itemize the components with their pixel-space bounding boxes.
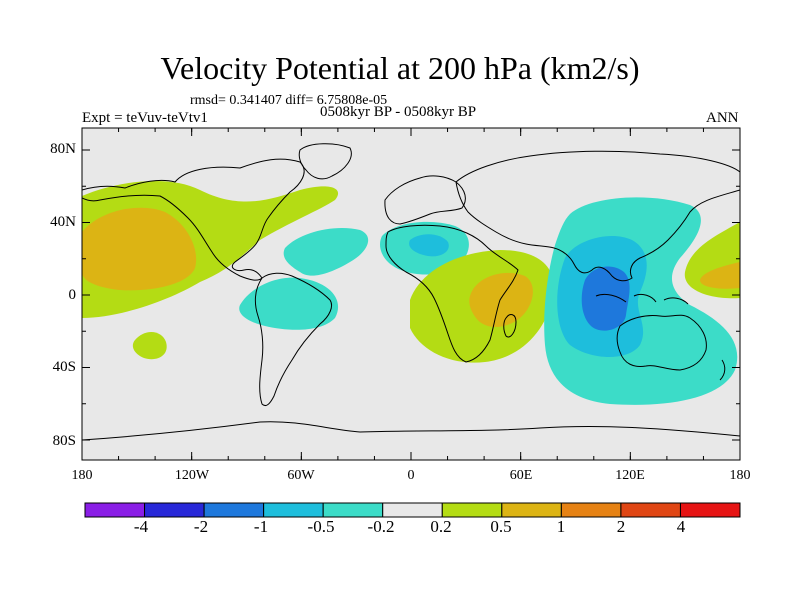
period-label: 0508kyr BP - 0508kyr BP <box>320 104 477 120</box>
season-label: ANN <box>706 110 739 126</box>
australia-coast <box>616 314 707 371</box>
south-america-coast <box>254 272 333 407</box>
colorbar-box <box>679 502 741 518</box>
colorbar-box <box>203 502 265 518</box>
north-africa-negative-inner <box>409 234 449 257</box>
africa-coast <box>385 224 519 363</box>
colorbar-label: 4 <box>676 517 686 536</box>
south-pacific-positive <box>132 331 167 360</box>
colorbar-box <box>144 502 205 518</box>
colorbar <box>84 502 741 518</box>
stats-line: rmsd= 0.341407 diff= 6.75808e-05 <box>190 93 388 108</box>
colorbar-box <box>84 502 146 518</box>
indonesia-coast <box>595 293 689 305</box>
colorbar-box <box>263 502 324 518</box>
coastlines <box>82 143 740 441</box>
x-tick-label: 180 <box>71 468 93 483</box>
colorbar-label: -0.5 <box>307 517 335 536</box>
plot-title: Velocity Potential at 200 hPa (km2/s) <box>160 50 640 86</box>
colorbar-label: 0.5 <box>490 517 512 536</box>
x-tick-label: 120W <box>174 468 210 483</box>
atlantic-negative <box>283 228 369 276</box>
colorbar-label: -2 <box>193 517 209 536</box>
x-tick-label: 180 <box>729 468 751 483</box>
colorbar-label: -0.2 <box>367 517 395 536</box>
colorbar-label: 1 <box>556 517 566 536</box>
x-tick-label: 60W <box>287 468 315 483</box>
colorbar-label: -1 <box>253 517 269 536</box>
asia-coast <box>455 150 740 282</box>
colorbar-label: 0.2 <box>430 517 452 536</box>
dateline-east-positive-inner <box>700 262 740 289</box>
africa-positive-inner <box>469 272 533 327</box>
indo-pacific-negative-inner <box>581 266 630 331</box>
x-tick-label: 120E <box>615 468 645 483</box>
experiment-label: Expt = teVuv-teVtv1 <box>82 110 208 126</box>
europe-coast <box>384 175 466 225</box>
y-tick-label: 40N <box>50 214 76 230</box>
colorbar-box <box>382 502 443 518</box>
colorbar-box <box>501 502 562 518</box>
colorbar-label: 2 <box>616 517 626 536</box>
colorbar-box <box>322 502 384 518</box>
madagascar-coast <box>503 314 517 338</box>
x-tick-label: 0 <box>407 468 415 483</box>
colorbar-box <box>560 502 622 518</box>
y-tick-label: 80N <box>50 141 76 157</box>
greenland-coast <box>298 143 352 180</box>
y-tick-label: 80S <box>52 433 76 449</box>
pacific-positive-inner <box>82 207 197 291</box>
x-tick-label: 60E <box>509 468 533 483</box>
new-zealand-coast <box>719 359 726 381</box>
y-tick-label: 40S <box>52 359 76 375</box>
colorbar-box <box>441 502 503 518</box>
antarctica-coast <box>82 421 740 441</box>
colorbar-box <box>620 502 681 518</box>
axis-ticks <box>81 128 741 460</box>
south-america-negative <box>239 277 339 330</box>
colorbar-label: -4 <box>133 517 149 536</box>
y-tick-label: 0 <box>68 287 77 303</box>
north-america-coast <box>82 158 305 281</box>
